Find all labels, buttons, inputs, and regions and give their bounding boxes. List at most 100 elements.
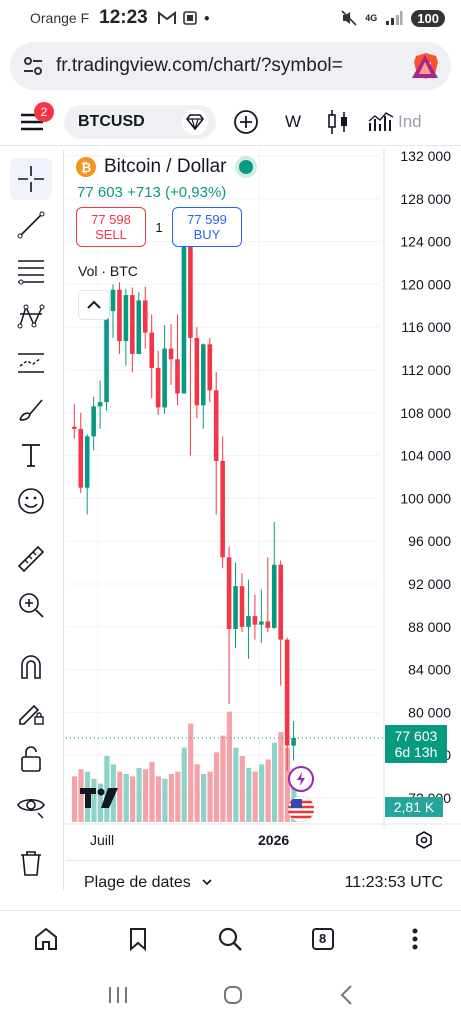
crosshair-tool[interactable] — [10, 158, 52, 200]
candle-body — [226, 557, 232, 629]
tradingview-logo[interactable] — [80, 786, 120, 815]
status-clock: 12:23 — [99, 7, 148, 28]
candle-body — [201, 344, 206, 406]
url-bar[interactable]: fr.tradingview.com/chart/?symbol= — [10, 42, 451, 90]
price-chart[interactable]: 132 000 128 000 124 000 120 000 116 000 112 0… — [66, 148, 461, 858]
text-tool[interactable] — [10, 434, 52, 476]
last-price: 77 603 — [77, 184, 123, 201]
dividend-event-icon[interactable] — [288, 766, 314, 792]
volume-bar — [226, 711, 232, 822]
price-change: 77 603 +713 (+0,93%) — [77, 184, 253, 201]
buy-button[interactable]: 77 599 BUY — [172, 207, 242, 247]
site-settings-icon[interactable] — [20, 53, 46, 79]
volume-bar — [123, 774, 129, 822]
volume-bar — [155, 776, 162, 822]
trend-line-tool[interactable] — [10, 204, 52, 246]
compare-add-button[interactable] — [226, 102, 266, 142]
forecast-icon — [18, 353, 44, 373]
lightning-icon — [297, 772, 305, 786]
candle-body — [220, 460, 225, 558]
volume-legend[interactable]: Vol · BTC — [78, 263, 138, 279]
main-menu-button[interactable]: 2 — [10, 100, 54, 144]
interval-button[interactable]: W — [284, 111, 302, 131]
url-text[interactable]: fr.tradingview.com/chart/?symbol= — [56, 55, 343, 76]
candle-body — [162, 348, 167, 408]
volume-bar — [207, 771, 213, 822]
last-price-value: 77 603 — [394, 728, 438, 744]
buy-price: 77 599 — [187, 212, 227, 227]
collapse-legend-button[interactable] — [78, 290, 110, 320]
y-tick-label: 120 000 — [400, 276, 451, 292]
lock-all-tool[interactable] — [10, 738, 52, 780]
chart-type-button[interactable] — [318, 102, 358, 142]
candle-body — [130, 295, 135, 354]
chart-pane[interactable]: 132 000 128 000 124 000 120 000 116 000 112 0… — [66, 148, 461, 858]
delete-tool[interactable] — [10, 842, 52, 884]
candle-body — [110, 289, 116, 312]
volume-bar — [78, 769, 84, 822]
bookmarks-button[interactable] — [116, 917, 160, 961]
home-circle-icon — [224, 985, 243, 1004]
back-button[interactable] — [338, 984, 354, 1011]
brave-rewards-icon[interactable] — [410, 52, 440, 82]
y-tick-label: 108 000 — [400, 405, 451, 421]
carrier-label: Orange F — [30, 10, 90, 26]
volume-bar — [136, 768, 142, 822]
date-range-bar: Plage de dates 11:23:53 UTC — [66, 860, 461, 904]
mute-icon — [341, 10, 357, 26]
fib-retracement-icon — [18, 260, 44, 285]
candle-body — [104, 311, 109, 403]
emoji-tool[interactable] — [10, 480, 52, 522]
candle-body — [149, 332, 154, 368]
candle-body — [78, 428, 84, 488]
date-range-button[interactable]: Plage de dates — [84, 874, 213, 892]
us-economic-event-icon[interactable] — [288, 796, 314, 822]
recents-button[interactable] — [107, 985, 129, 1010]
indicators-button[interactable]: Ind — [368, 102, 422, 142]
android-nav-bar — [0, 970, 461, 1024]
volume-bar — [213, 752, 220, 822]
pattern-tool[interactable] — [10, 296, 52, 338]
measure-tool[interactable] — [10, 538, 52, 580]
forecast-tool[interactable] — [10, 342, 52, 384]
brush-icon — [19, 399, 43, 421]
candle-body — [155, 367, 161, 408]
pencil-lock-icon — [19, 704, 44, 725]
time-axis[interactable]: Juill 2026 — [66, 826, 461, 856]
volume-bar — [220, 735, 226, 822]
time-label-july: Juill — [90, 832, 115, 848]
tabs-button[interactable]: 8 — [301, 917, 345, 961]
trend-line-icon — [17, 211, 45, 239]
diamond-icon[interactable] — [182, 108, 208, 135]
tradingview-logo-icon — [80, 788, 118, 808]
brush-tool[interactable] — [10, 388, 52, 430]
lock-drawing-tool[interactable] — [10, 692, 52, 734]
home-nav-button[interactable] — [222, 984, 244, 1011]
pattern-icon — [17, 304, 45, 329]
indicators-icon — [368, 111, 394, 131]
volume-bar — [278, 732, 284, 822]
sell-button[interactable]: 77 598 SELL — [76, 207, 146, 247]
chart-settings-button[interactable] — [414, 830, 434, 855]
home-button[interactable] — [24, 917, 68, 961]
volume-bar — [175, 771, 181, 822]
last-price-tag: 77 603 6d 13h — [385, 725, 447, 763]
volume-bar — [271, 742, 278, 822]
candle-body — [117, 289, 122, 342]
symbol-title[interactable]: ₿ Bitcoin / Dollar — [76, 156, 253, 178]
visibility-tool[interactable] — [10, 784, 52, 826]
browser-menu-button[interactable] — [393, 917, 437, 961]
candle-body — [207, 344, 213, 391]
chart-legend: ₿ Bitcoin / Dollar 77 603 +713 (+0,93%) … — [76, 156, 253, 279]
magnet-tool[interactable] — [10, 646, 52, 688]
fib-tool[interactable] — [10, 250, 52, 292]
search-button[interactable] — [208, 917, 252, 961]
home-icon — [35, 927, 58, 950]
trade-buttons: 77 598 SELL 1 77 599 BUY — [76, 207, 253, 247]
y-tick-label: 112 000 — [401, 362, 451, 378]
plus-circle-icon — [234, 109, 258, 134]
utc-clock[interactable]: 11:23:53 UTC — [344, 873, 443, 891]
symbol-name: Bitcoin / Dollar — [104, 156, 227, 177]
zoom-tool[interactable] — [10, 584, 52, 626]
symbol-search-button[interactable]: BTCUSD — [64, 104, 216, 139]
